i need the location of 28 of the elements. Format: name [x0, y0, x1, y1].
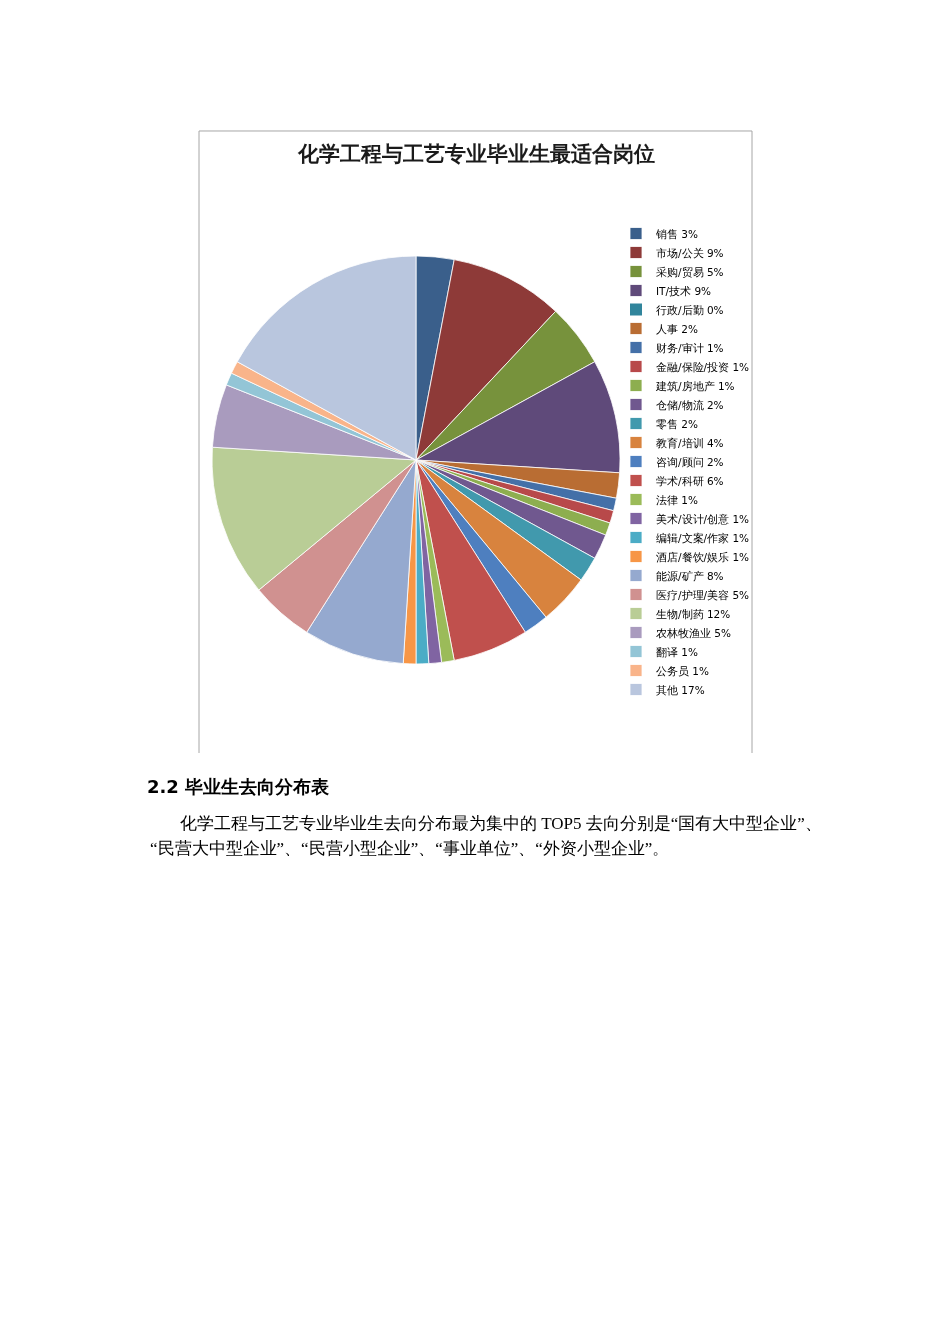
legend-label: 编辑/文案/作家 1%: [656, 531, 750, 544]
legend-label: 行政/后勤 0%: [656, 303, 724, 316]
text: 2.2 毕业生去向分布表: [147, 776, 330, 797]
chart-title: 化学工程与工艺专业毕业生最适合岗位: [297, 142, 655, 166]
legend-label: 销售 3%: [655, 227, 699, 240]
legend-label: 人事 2%: [656, 322, 699, 335]
legend-label: 能源/矿产 8%: [656, 569, 724, 582]
legend-label: 公务员 1%: [656, 664, 710, 677]
legend-label: 建筑/房地产 1%: [655, 379, 735, 392]
legend-label: 学术/科研 6%: [656, 474, 724, 487]
legend-label: 医疗/护理/美容 5%: [656, 588, 750, 601]
legend-label: 仓储/物流 2%: [656, 398, 724, 411]
legend-label: 咨询/顾问 2%: [656, 455, 724, 468]
legend-label: 酒店/餐饮/娱乐 1%: [656, 550, 750, 563]
legend-label: 法律 1%: [656, 493, 699, 506]
legend-label: 零售 2%: [656, 417, 699, 430]
legend-label: 金融/保险/投资 1%: [656, 360, 750, 373]
legend-label: 农林牧渔业 5%: [656, 626, 732, 639]
legend-label: 翻译 1%: [656, 645, 699, 658]
legend-label: 生物/制药 12%: [656, 607, 731, 620]
legend-label: 美术/设计/创意 1%: [656, 512, 750, 525]
legend-label: IT/技术 9%: [656, 284, 712, 297]
legend-label: 市场/公关 9%: [656, 246, 724, 259]
legend-label: 其他 17%: [656, 683, 705, 696]
legend-label: 财务/审计 1%: [656, 341, 724, 354]
legend-label: 采购/贸易 5%: [656, 265, 724, 278]
legend-label: 教育/培训 4%: [656, 436, 724, 449]
text: 化学工程与工艺专业毕业生去向分布最为集中的 TOP5 去向分别是“国有大中型企业”、“民营大中型企业”、“民营小型企业”、“事业单位”、“外资小型企业”。: [150, 814, 822, 858]
